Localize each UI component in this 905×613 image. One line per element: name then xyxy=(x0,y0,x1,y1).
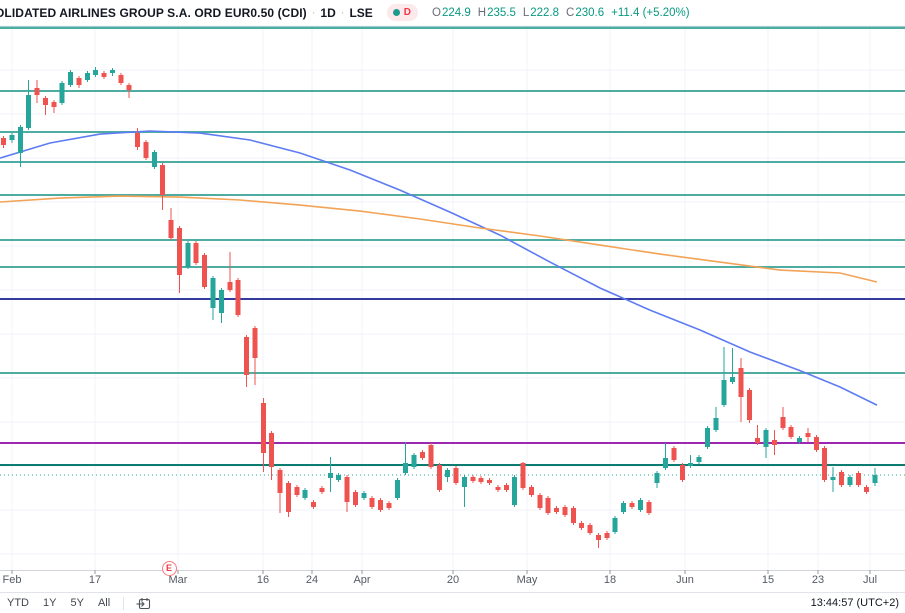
high-value: 235.5 xyxy=(487,6,516,19)
time-axis-label: Jun xyxy=(676,574,694,586)
go-to-date-calendar-icon xyxy=(136,597,151,609)
time-axis-label: Jul xyxy=(862,574,878,586)
time-axis-label: 17 xyxy=(88,574,102,586)
time-axis-label: 16 xyxy=(256,574,270,586)
time-axis-label: 15 xyxy=(761,574,775,586)
time-axis-label: 18 xyxy=(603,574,617,586)
data-status-pill[interactable]: D xyxy=(386,4,419,21)
time-axis-label: May xyxy=(516,574,538,586)
date-range-buttons: YTD 1Y 5Y All xyxy=(0,593,117,613)
low-value: 222.8 xyxy=(530,6,560,19)
change-value: +11.4 (+5.20%) xyxy=(611,6,690,19)
grid-lines xyxy=(0,25,905,570)
header-separator: · xyxy=(311,6,316,19)
earnings-marker[interactable]: E xyxy=(161,560,177,576)
candlesticks xyxy=(1,67,878,549)
range-button-1y[interactable]: 1Y xyxy=(36,593,63,613)
go-to-date-button[interactable] xyxy=(130,596,157,611)
timeframe-label[interactable]: 1D xyxy=(320,5,336,20)
range-button-ytd[interactable]: YTD xyxy=(0,593,36,613)
close-value: 230.6 xyxy=(575,6,605,19)
range-button-5y[interactable]: 5Y xyxy=(63,593,90,613)
symbol-title[interactable]: OLIDATED AIRLINES GROUP S.A. ORD EUR0.50… xyxy=(0,5,307,20)
time-axis-label: Feb xyxy=(2,574,22,586)
time-axis-label: 20 xyxy=(446,574,460,586)
ma-slow-line[interactable] xyxy=(0,195,878,283)
ohlc-readout: O 224.9 H 235.5 L 222.8 C 230.6 +11.4 (+… xyxy=(432,7,690,19)
horizontal-level-lines[interactable] xyxy=(0,26,905,476)
axis-ticks xyxy=(0,570,905,574)
time-axis-label: Apr xyxy=(353,574,371,586)
close-label: C xyxy=(566,6,575,19)
bottom-toolbar: YTD 1Y 5Y All 13:44:57 (UTC+2) xyxy=(0,592,905,613)
chart-area[interactable] xyxy=(0,0,905,592)
toolbar-divider xyxy=(123,596,125,610)
time-axis[interactable]: Feb 17 Mar 16 24 Apr 20 May 18 Jun 15 23 Jul xyxy=(0,573,905,590)
clock-timestamp: 13:44:57 (UTC+2) xyxy=(810,597,899,609)
symbol-header: OLIDATED AIRLINES GROUP S.A. ORD EUR0.50… xyxy=(0,0,905,25)
open-value: 224.9 xyxy=(441,6,471,19)
ma-fast-line[interactable] xyxy=(0,130,878,406)
delayed-data-badge: D xyxy=(403,6,412,18)
time-axis-label: Mar xyxy=(168,574,188,586)
low-label: L xyxy=(522,6,530,19)
time-axis-label: 23 xyxy=(811,574,825,586)
time-axis-label: 24 xyxy=(305,574,319,586)
market-status-dot-icon xyxy=(392,9,400,16)
header-separator: · xyxy=(340,6,345,19)
open-label: O xyxy=(432,6,441,19)
candlestick-chart-canvas[interactable] xyxy=(0,0,905,592)
high-label: H xyxy=(477,6,487,19)
exchange-label[interactable]: LSE xyxy=(349,5,373,20)
range-button-all[interactable]: All xyxy=(91,593,117,613)
